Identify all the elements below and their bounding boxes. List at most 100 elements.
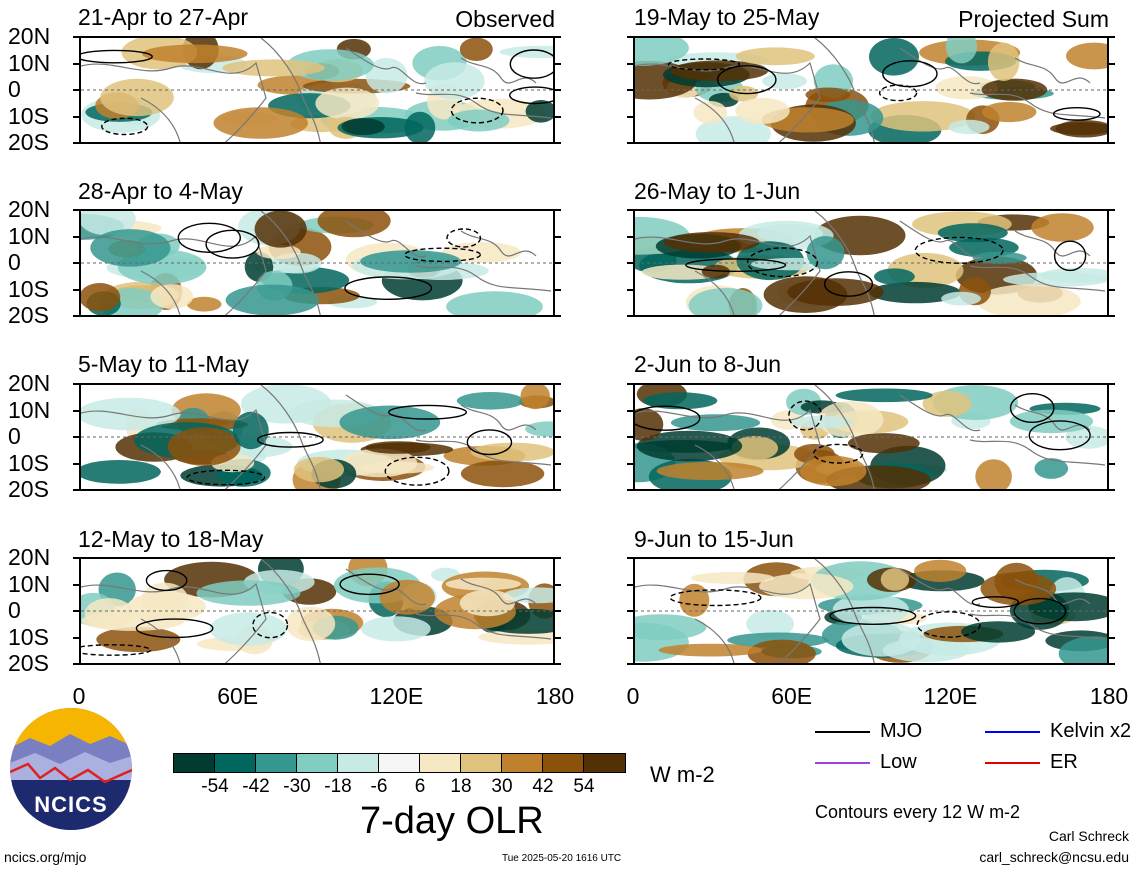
olr-map-panel <box>633 36 1109 144</box>
axis-tick <box>627 489 633 491</box>
olr-anomaly-blob <box>341 118 385 136</box>
olr-anomaly-blob <box>1050 122 1107 135</box>
colorbar-tick-label: 6 <box>414 776 426 797</box>
olr-anomaly-blob <box>806 236 845 270</box>
coastline <box>260 38 321 142</box>
legend-mjo-line <box>815 730 870 733</box>
olr-anomaly-blob <box>142 44 248 64</box>
olr-anomaly-blob <box>935 76 998 100</box>
axis-tick <box>627 115 633 118</box>
olr-anomaly-blob <box>1039 268 1107 283</box>
coastline <box>814 385 875 489</box>
olr-anomaly-blob <box>213 107 308 139</box>
y-tick-label: 20S <box>8 129 49 155</box>
y-tick-label: 10N <box>8 570 51 597</box>
colorbar-cell <box>338 754 379 772</box>
mjo-contour <box>788 400 823 431</box>
axis-tick <box>555 262 561 264</box>
axis-tick <box>555 583 561 586</box>
colorbar-tick-label: -30 <box>283 776 311 797</box>
mjo-contour <box>746 247 819 278</box>
olr-anomaly-blob <box>874 268 915 285</box>
olr-anomaly-blob <box>805 87 851 103</box>
olr-anomaly-blob <box>972 251 1027 264</box>
coastline <box>969 439 1106 466</box>
axis-tick <box>1109 142 1115 144</box>
panel-title: 19-May to 25-May <box>634 4 820 30</box>
y-tick-label: 20S <box>8 650 49 676</box>
olr-anomaly-blob <box>222 59 325 77</box>
website-link[interactable]: ncics.org/mjo <box>4 849 87 865</box>
x-tick-label: 180 <box>535 683 575 709</box>
axis-tick <box>1109 436 1115 438</box>
axis-tick <box>555 315 561 317</box>
olr-anomaly-blob <box>869 38 919 76</box>
legend-kelvin: Kelvin x2 <box>985 720 1131 743</box>
colorbar-tick-label: 42 <box>532 776 554 797</box>
mjo-contour <box>256 431 324 448</box>
y-tick-label: 20N <box>8 23 51 49</box>
olr-anomaly-blob <box>869 281 962 304</box>
mjo-contour <box>466 429 513 456</box>
colorbar-tick-label: 18 <box>450 776 472 797</box>
colorbar-cell <box>543 754 584 772</box>
axis-tick <box>73 235 79 238</box>
olr-anomaly-blob <box>762 73 808 90</box>
axis-tick <box>627 142 633 144</box>
mjo-contour <box>81 644 152 656</box>
olr-anomaly-blob <box>285 606 336 642</box>
coastline <box>694 444 735 489</box>
panel-title: 9-Jun to 15-Jun <box>634 526 794 552</box>
olr-anomaly-blob <box>642 392 718 410</box>
axis-tick <box>627 315 633 317</box>
olr-anomaly-blob <box>670 414 761 432</box>
axis-tick <box>73 262 79 264</box>
olr-anomaly-blob <box>945 38 978 64</box>
y-tick-label: 20N <box>8 196 51 222</box>
olr-anomaly-blob <box>81 460 161 484</box>
mjo-contour <box>205 229 260 259</box>
axis-tick <box>627 262 633 264</box>
panel-title: 12-May to 18-May <box>78 526 264 552</box>
x-tick-label: 120E <box>369 683 424 709</box>
mjo-contour <box>823 271 874 297</box>
axis-tick <box>555 409 561 412</box>
axis-tick <box>1109 288 1115 291</box>
axis-tick <box>1109 610 1115 612</box>
olr-anomaly-blob <box>315 87 380 120</box>
axis-tick <box>73 583 79 586</box>
olr-map-panel <box>79 557 555 665</box>
coastline <box>81 61 267 142</box>
legend-mjo-label: MJO <box>880 720 923 742</box>
olr-anomaly-blob <box>100 78 174 117</box>
olr-map-svg <box>81 38 553 142</box>
mjo-contour <box>635 405 701 431</box>
axis-tick <box>555 36 561 38</box>
mjo-contour <box>509 49 553 79</box>
legend-low-label: Low <box>880 751 917 773</box>
coastline <box>1014 404 1091 431</box>
mjo-contour <box>177 222 242 253</box>
coastline <box>635 408 821 489</box>
coastline <box>694 618 735 663</box>
y-tick-label: 20S <box>8 476 49 502</box>
coastline <box>415 613 552 640</box>
colorbar-tick-label: -42 <box>242 776 270 797</box>
olr-map-panel <box>633 383 1109 491</box>
olr-anomaly-blob <box>1034 458 1069 479</box>
axis-tick <box>73 610 79 612</box>
axis-tick <box>1109 557 1115 559</box>
axis-tick <box>627 583 633 586</box>
olr-map-svg <box>81 211 553 315</box>
y-tick-label: 10S <box>8 102 49 129</box>
mjo-contour <box>1013 597 1067 625</box>
olr-anomaly-blob <box>982 101 1037 123</box>
olr-anomaly-blob <box>847 433 920 454</box>
coastline <box>899 220 981 258</box>
olr-anomaly-blob <box>688 287 763 315</box>
mjo-contour <box>878 84 918 102</box>
axis-tick <box>73 383 79 385</box>
coastline <box>694 97 735 142</box>
mjo-contour <box>1009 392 1055 424</box>
olr-anomaly-blob <box>224 468 255 486</box>
